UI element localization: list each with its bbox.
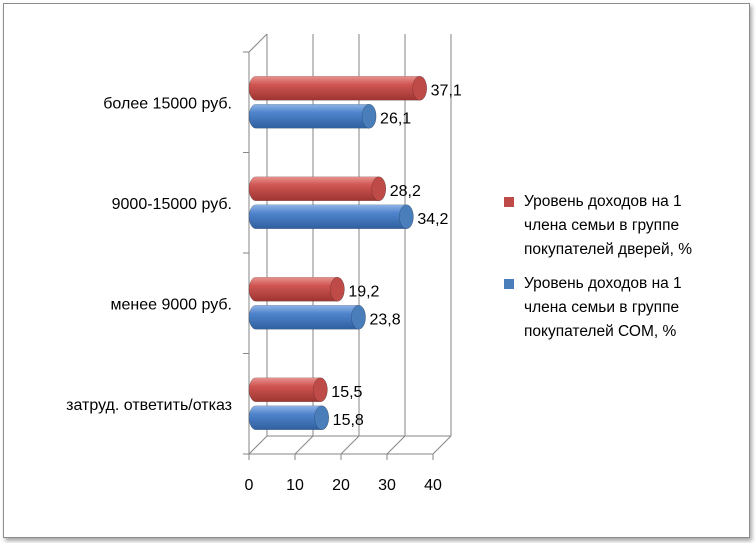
x-tick-label: 0 xyxy=(245,477,254,494)
bar xyxy=(248,75,427,101)
data-label: 34,2 xyxy=(417,211,448,228)
data-label: 15,5 xyxy=(331,384,362,401)
bar xyxy=(248,204,414,230)
chart-frame: 0 10 20 30 40 затруд. ответить/отказ 15,8 15,5 м… xyxy=(3,3,750,538)
data-label: 28,2 xyxy=(390,183,421,200)
wall-top-edge xyxy=(248,33,268,53)
bar-cap xyxy=(351,304,366,330)
gridline-floor xyxy=(294,435,314,455)
bar-cap xyxy=(314,405,329,431)
bar xyxy=(248,304,366,330)
legend-label-som-line-2: члена семьи в группе xyxy=(524,299,680,316)
category-label: более 15000 руб. xyxy=(103,95,232,112)
legend-label-doors-line-1: Уровень доходов на 1 xyxy=(524,193,682,210)
legend-label-som-line-3: покупателей СОМ, % xyxy=(524,323,677,340)
legend-item-doors: Уровень доходов на 1 члена семьи в групп… xyxy=(504,190,744,262)
x-tick-label: 10 xyxy=(286,477,304,494)
bar-cap xyxy=(371,176,387,202)
bars xyxy=(248,75,427,431)
legend-item-som: Уровень доходов на 1 члена семьи в групп… xyxy=(504,272,744,344)
gridline-floor xyxy=(340,435,360,455)
bar xyxy=(248,103,377,129)
category-label: 9000-15000 руб. xyxy=(112,196,232,213)
x-tick-label: 20 xyxy=(332,477,350,494)
legend-label-doors-line-3: покупателей дверей, % xyxy=(524,241,693,258)
legend-swatch-doors xyxy=(504,197,514,207)
data-label: 37,1 xyxy=(431,82,462,99)
legend-swatch-som xyxy=(504,279,514,289)
data-label: 19,2 xyxy=(348,283,379,300)
bar-cap xyxy=(399,204,414,230)
data-label: 26,1 xyxy=(380,110,411,127)
legend-label-som-line-1: Уровень доходов на 1 xyxy=(524,275,682,292)
bar-chart: 0 10 20 30 40 затруд. ответить/отказ 15,8 15,5 м… xyxy=(66,33,462,494)
bar-cap xyxy=(312,377,328,403)
gridline-floor xyxy=(432,435,452,455)
data-label: 23,8 xyxy=(369,311,400,328)
gridlines xyxy=(243,33,452,460)
bar-cap xyxy=(361,103,377,129)
gridline-floor xyxy=(248,435,268,455)
bar-cap xyxy=(412,75,427,101)
gridline-floor xyxy=(386,435,406,455)
legend: Уровень доходов на 1 члена семьи в групп… xyxy=(504,190,744,354)
bar xyxy=(248,176,387,202)
data-label: 15,8 xyxy=(333,412,364,429)
category-label: затруд. ответить/отказ xyxy=(66,397,232,414)
x-tick-label: 40 xyxy=(424,477,442,494)
labels: 0 10 20 30 40 затруд. ответить/отказ 15,8 15,5 м… xyxy=(66,82,462,494)
x-tick-label: 30 xyxy=(378,477,396,494)
category-label: менее 9000 руб. xyxy=(110,296,232,313)
legend-label-doors-line-2: члена семьи в группе xyxy=(524,217,680,234)
bar-cap xyxy=(330,276,345,302)
